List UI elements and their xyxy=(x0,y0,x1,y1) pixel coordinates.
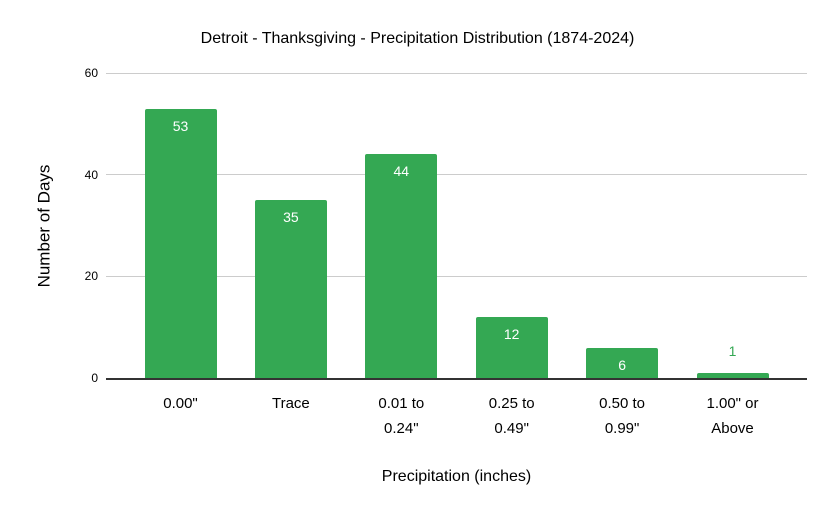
bar-value-label: 12 xyxy=(503,326,520,342)
y-tick-label: 40 xyxy=(84,167,98,182)
y-tick-label: 0 xyxy=(91,371,98,385)
y-tick-label: 20 xyxy=(84,269,98,284)
bar[interactable] xyxy=(586,347,659,378)
y-axis-title: Number of Days xyxy=(34,164,54,288)
x-tick-label: 0.25 to 0.49" xyxy=(488,395,535,437)
x-tick-label: Trace xyxy=(271,395,310,412)
x-tick-label: 0.00" xyxy=(163,395,198,412)
bar-value-label: 1 xyxy=(728,342,737,359)
y-tick-label: 60 xyxy=(84,66,98,80)
bar[interactable] xyxy=(696,372,769,378)
bar-value-label: 53 xyxy=(172,117,189,134)
gridline xyxy=(106,72,807,74)
x-tick-label: 0.01 to 0.24" xyxy=(378,395,425,437)
gridline xyxy=(106,174,807,176)
bar[interactable] xyxy=(144,108,217,378)
bar[interactable] xyxy=(475,317,548,378)
gridline xyxy=(106,275,807,277)
x-axis-title: Precipitation (inches) xyxy=(381,468,532,485)
x-tick-label: 0.50 to 0.99" xyxy=(599,395,646,437)
bar[interactable] xyxy=(254,200,327,378)
bar-value-label: 44 xyxy=(393,163,410,180)
chart-title: Detroit - Thanksgiving - Precipitation D… xyxy=(200,30,635,47)
x-tick-label: 1.00" or Above xyxy=(706,395,759,437)
plot-area: 0 20 40 60 53 0.00" 35 Trace 44 0.01 to 0.24" 12 0.… xyxy=(85,66,807,437)
bar-value-label: 6 xyxy=(618,356,626,373)
bar[interactable] xyxy=(365,154,438,378)
bar-value-label: 35 xyxy=(283,209,299,226)
